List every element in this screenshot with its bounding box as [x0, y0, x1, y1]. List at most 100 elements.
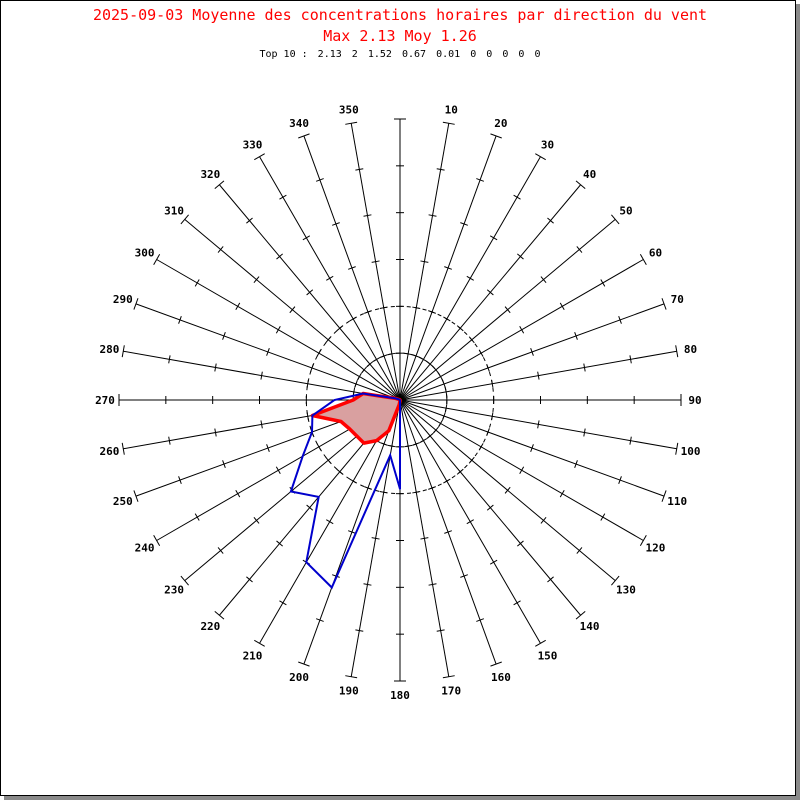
direction-label: 250 — [113, 495, 133, 508]
spoke-end-cap — [254, 153, 265, 161]
direction-label: 290 — [113, 293, 133, 306]
direction-label: 10 — [445, 103, 458, 116]
spoke-tick — [513, 194, 521, 200]
spoke-tick — [348, 530, 356, 534]
spoke-tick — [316, 443, 322, 451]
spoke-tick — [491, 412, 494, 421]
top10-value: 0.67 — [401, 49, 427, 60]
spoke-tick — [478, 443, 484, 451]
spoke-tick — [420, 537, 429, 540]
spoke-tick — [214, 428, 217, 437]
spoke-tick — [460, 222, 469, 226]
direction-label: 180 — [390, 689, 410, 702]
spoke-end-cap — [254, 639, 265, 647]
spoke-tick — [349, 478, 357, 484]
spoke-end-cap — [214, 611, 225, 620]
spoke-tick — [456, 325, 464, 332]
spoke-end-cap — [153, 254, 161, 265]
spoke-tick — [355, 629, 364, 632]
spoke-tick — [246, 217, 253, 224]
spoke-tick — [217, 246, 224, 253]
spoke-tick — [357, 372, 362, 381]
max-point — [394, 397, 397, 400]
direction-label: 260 — [100, 445, 120, 458]
spoke-tick — [364, 310, 372, 314]
spoke-tick — [428, 583, 437, 586]
spoke-tick — [537, 371, 540, 380]
spoke-tick — [460, 574, 469, 578]
spoke-end-cap — [442, 121, 455, 125]
spoke-tick — [412, 442, 420, 446]
direction-label: 190 — [339, 685, 359, 698]
spoke-tick — [361, 366, 368, 374]
direction-label: 140 — [580, 620, 600, 633]
spoke-tick — [178, 476, 182, 485]
spoke-tick — [336, 468, 344, 475]
spoke-tick — [443, 316, 451, 322]
spoke-tick — [419, 357, 428, 362]
max-point — [317, 496, 320, 498]
spoke-end-cap — [298, 661, 310, 667]
spoke-tick — [466, 275, 474, 281]
direction-label: 280 — [100, 343, 120, 356]
spoke-end-cap — [611, 575, 620, 586]
spoke-tick — [325, 456, 332, 464]
spoke-tick — [355, 168, 364, 171]
spoke-end-cap — [133, 298, 139, 310]
spoke-tick — [530, 444, 534, 452]
top10-value: 0 — [518, 49, 525, 60]
spoke-tick — [540, 276, 547, 283]
spoke-tick — [371, 260, 380, 263]
spoke-tick — [315, 618, 324, 622]
spoke-tick — [576, 246, 583, 253]
direction-label: 300 — [135, 247, 155, 260]
spoke-end-cap — [535, 639, 546, 647]
spoke-end-cap — [575, 611, 586, 620]
direction-label: 210 — [243, 649, 263, 662]
spoke-tick — [246, 576, 253, 583]
spoke-tick — [600, 513, 606, 521]
spoke-tick — [517, 540, 524, 547]
direction-label: 350 — [339, 103, 359, 116]
top10-label: Top 10 : — [259, 49, 308, 60]
spoke-tick — [468, 336, 475, 344]
top10-value: 0 — [470, 49, 477, 60]
spoke-end-cap — [133, 490, 139, 502]
max-point — [290, 490, 292, 493]
spoke-tick — [266, 348, 270, 356]
spoke-tick — [178, 315, 182, 324]
spoke-tick — [486, 428, 490, 436]
spoke-tick — [428, 214, 437, 217]
spoke-end-cap — [345, 121, 358, 125]
spoke-tick — [432, 366, 439, 374]
spoke-tick — [412, 306, 421, 309]
mean-point — [356, 435, 358, 437]
spoke-tick — [253, 276, 260, 283]
spoke-tick — [379, 306, 388, 309]
direction-label: 320 — [200, 168, 220, 181]
spoke-tick — [519, 326, 525, 334]
spoke-end-cap — [180, 575, 189, 586]
spoke-tick — [412, 491, 421, 494]
mean-point — [340, 420, 342, 423]
spoke-tick — [476, 618, 485, 622]
spoke-tick — [583, 428, 586, 437]
spoke-end-cap — [345, 675, 358, 679]
direction-label: 60 — [649, 247, 662, 260]
chart-subtitle: Max 2.13 Moy 1.26 — [323, 27, 477, 45]
spoke-end-cap — [442, 675, 455, 679]
spoke-tick — [316, 349, 322, 357]
spoke-end-cap — [611, 214, 620, 225]
spoke-tick — [380, 442, 388, 446]
top10-value: 0 — [486, 49, 493, 60]
spoke-tick — [276, 540, 283, 547]
spoke-tick — [517, 253, 524, 260]
direction-label: 80 — [684, 343, 697, 356]
top10-value: 2.13 — [317, 49, 342, 60]
direction-label: 220 — [200, 620, 220, 633]
spoke-tick — [540, 517, 547, 524]
spoke-end-cap — [121, 345, 125, 358]
spoke-tick — [618, 476, 622, 485]
spoke-tick — [404, 444, 413, 448]
spoke-tick — [438, 419, 443, 428]
